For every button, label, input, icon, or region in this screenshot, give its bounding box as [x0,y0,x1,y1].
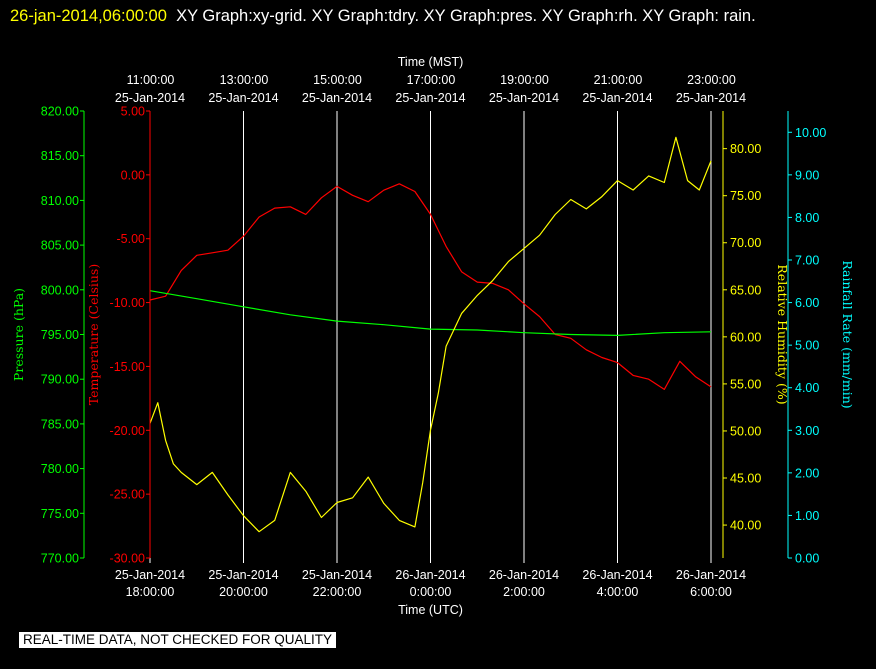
x-bottom-date-label: 25-Jan-2014 [302,568,372,582]
x-bottom-date-label: 26-Jan-2014 [489,568,559,582]
rain-axis-title: Rainfall Rate (mm/min) [840,260,855,408]
x-top-time-label: 11:00:00 [127,73,175,87]
pressure-tick-label: 785.00 [41,417,79,431]
x-top-date-label: 25-Jan-2014 [208,91,278,105]
x-bottom-date-label: 26-Jan-2014 [676,568,746,582]
rain-tick-label: 4.00 [795,381,819,395]
rain-tick-label: 6.00 [795,296,819,310]
x-top-time-label: 13:00:00 [220,73,269,87]
humidity-tick-label: 40.00 [730,519,761,533]
temperature-tick-label: 5.00 [121,105,145,119]
humidity-tick-label: 60.00 [730,330,761,344]
rain-tick-label: 1.00 [795,509,819,523]
series-pres-line [149,290,712,336]
x-top-time-label: 21:00:00 [594,73,643,87]
pressure-tick-label: 795.00 [41,328,79,342]
humidity-tick-label: 80.00 [730,142,761,156]
x-top-time-label: 15:00:00 [313,73,362,87]
rain-tick-label: 5.00 [795,339,819,353]
graph-header: 26-jan-2014,06:00:00 XY Graph:xy-grid. X… [10,3,870,30]
x-bottom-time-label: 22:00:00 [313,585,362,599]
rain-tick-label: 9.00 [795,168,819,182]
humidity-axis-title: Relative Humidity (%) [775,264,790,404]
x-bottom-date-label: 26-Jan-2014 [395,568,465,582]
temperature-tick-label: -10.00 [110,296,145,310]
pressure-tick-label: 815.00 [41,149,79,163]
x-bottom-time-label: 20:00:00 [219,585,268,599]
temperature-tick-label: 0.00 [121,168,145,182]
pressure-tick-label: 780.00 [41,462,79,476]
pressure-tick-label: 800.00 [41,283,79,297]
graph-list: XY Graph:xy-grid. XY Graph:tdry. XY Grap… [176,7,756,25]
x-bottom-axis-title: Time (UTC) [398,603,463,617]
x-bottom-time-label: 2:00:00 [503,585,545,599]
rain-tick-label: 7.00 [795,254,819,268]
humidity-tick-label: 70.00 [730,236,761,250]
rain-tick-label: 0.00 [795,552,819,566]
pressure-tick-label: 810.00 [41,194,79,208]
x-bottom-date-label: 25-Jan-2014 [208,568,278,582]
pressure-tick-label: 790.00 [41,373,79,387]
temperature-tick-label: -30.00 [110,552,145,566]
humidity-tick-label: 75.00 [730,189,761,203]
x-bottom-time-label: 6:00:00 [690,585,732,599]
pressure-tick-label: 775.00 [41,507,79,521]
x-bottom-time-label: 18:00:00 [126,585,175,599]
x-top-date-label: 25-Jan-2014 [115,91,185,105]
x-bottom-time-label: 4:00:00 [597,585,639,599]
series-rh-line [149,136,712,533]
series-tdry-line [149,183,712,390]
x-top-date-label: 25-Jan-2014 [582,91,652,105]
timestamp: 26-jan-2014,06:00:00 [10,7,167,25]
humidity-tick-label: 65.00 [730,283,761,297]
x-top-time-label: 17:00:00 [407,73,456,87]
temperature-tick-label: -15.00 [110,360,145,374]
temperature-axis-title: Temperature (Celsius) [86,264,101,405]
humidity-tick-label: 50.00 [730,424,761,438]
x-top-time-label: 23:00:00 [687,73,736,87]
humidity-tick-label: 45.00 [730,472,761,486]
x-top-date-label: 25-Jan-2014 [302,91,372,105]
x-top-axis-title: Time (MST) [398,55,464,69]
pressure-tick-label: 770.00 [41,552,79,566]
x-bottom-date-label: 26-Jan-2014 [582,568,652,582]
temperature-tick-label: -20.00 [110,424,145,438]
axes [80,110,792,563]
pressure-axis-title: Pressure (hPa) [11,288,26,381]
x-top-time-label: 19:00:00 [500,73,549,87]
rain-tick-label: 8.00 [795,211,819,225]
rain-tick-label: 3.00 [795,424,819,438]
rain-tick-label: 2.00 [795,466,819,480]
x-bottom-date-label: 25-Jan-2014 [115,568,185,582]
x-bottom-time-label: 0:00:00 [410,585,452,599]
temperature-tick-label: -5.00 [117,232,146,246]
series-lines [149,136,712,533]
x-top-date-label: 25-Jan-2014 [395,91,465,105]
pressure-tick-label: 805.00 [41,239,79,253]
x-top-date-label: 25-Jan-2014 [489,91,559,105]
quality-notice: REAL-TIME DATA, NOT CHECKED FOR QUALITY [19,632,337,648]
rain-tick-label: 10.00 [795,126,826,140]
temperature-tick-label: -25.00 [110,488,145,502]
pressure-tick-label: 820.00 [41,105,79,119]
x-top-date-label: 25-Jan-2014 [676,91,746,105]
axis-labels: 25-Jan-2014 18:00:00 11:00:00 25-Jan-2014 25… [11,55,855,617]
humidity-tick-label: 55.00 [730,377,761,391]
